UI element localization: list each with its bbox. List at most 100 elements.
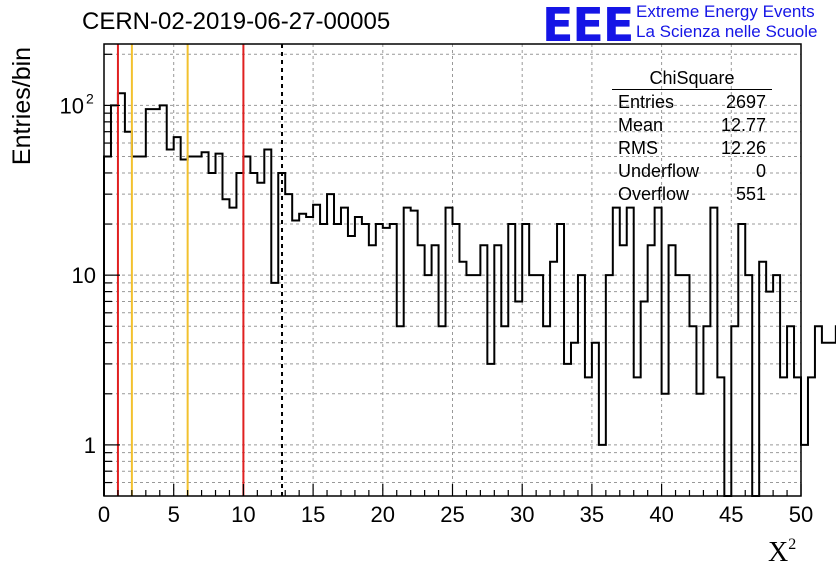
histogram-bin [299, 214, 306, 496]
histogram-bin [683, 275, 690, 496]
histogram-bin [139, 157, 146, 496]
y-tick-label: 10 [72, 263, 96, 288]
logo-caption-line1: Extreme Energy Events [636, 2, 815, 21]
x-tick-label: 0 [98, 502, 110, 527]
stats-title: ChiSquare [612, 67, 772, 90]
histogram-bin [125, 132, 132, 496]
stats-label: RMS [618, 138, 658, 158]
histogram-bin [188, 157, 195, 496]
stats-value: 0 [755, 161, 766, 181]
histogram-bin [111, 105, 118, 496]
marker-lines [116, 44, 284, 496]
x-tick-label: 20 [371, 502, 395, 527]
x-tick-labels: 0 5 10 15 20 25 30 35 40 45 50 [98, 502, 813, 527]
x-tick-label: 50 [789, 502, 813, 527]
histogram-bin [773, 275, 780, 496]
histogram-bin [327, 194, 334, 496]
x-axis-label: X2 [768, 536, 796, 569]
logo-caption-line2: La Scienza nelle Scuole [636, 22, 818, 41]
stats-row-mean: Mean 12.77 [612, 114, 772, 137]
histogram-bin [174, 137, 181, 496]
histogram-bin [257, 183, 264, 496]
x-axis-label-superscript: 2 [788, 536, 797, 553]
histogram-bin [418, 245, 425, 496]
histogram-bin [355, 217, 362, 496]
x-tick-label: 15 [301, 502, 325, 527]
histogram-bin [815, 326, 822, 496]
histogram-bin [453, 224, 460, 496]
y-tick-label: 10 [60, 93, 84, 118]
histogram-bin [466, 275, 473, 496]
y-axis-label: Entries/bin [8, 46, 36, 166]
stats-row-entries: Entries 2697 [612, 91, 772, 114]
histogram-bin [229, 208, 236, 496]
histogram-bin [522, 224, 529, 496]
histogram-bin [780, 377, 787, 496]
chart-title: CERN-02-2019-06-27-00005 [82, 8, 391, 35]
axis-ticks [103, 53, 802, 496]
histogram-bin [662, 394, 669, 496]
histogram-bin [822, 343, 829, 496]
x-tick-label: 10 [231, 502, 255, 527]
stats-label: Mean [618, 115, 664, 135]
histogram-bin [390, 224, 397, 496]
x-tick-label: 30 [510, 502, 534, 527]
histogram-bin [362, 224, 369, 496]
histogram-bin [564, 364, 571, 496]
histogram-bin [703, 326, 710, 496]
stats-label: Overflow [618, 184, 690, 204]
histogram-bin [627, 208, 634, 496]
histogram-bin [487, 364, 494, 496]
histogram-bin [473, 275, 480, 496]
histogram-bin [446, 208, 453, 496]
histogram-bin [529, 275, 536, 496]
stats-value: 551 [735, 184, 766, 204]
histogram-bin [404, 208, 411, 496]
histogram-bin [766, 292, 773, 496]
histogram-bin [696, 394, 703, 496]
histogram-bin [320, 224, 327, 496]
histogram-bin [759, 262, 766, 496]
histogram-bin [745, 275, 752, 496]
histogram-bin [731, 326, 738, 496]
histogram-bin [209, 173, 216, 496]
logo-caption: Extreme Energy Events La Scienza nelle S… [636, 2, 817, 42]
histogram-bin [306, 217, 313, 496]
histogram-bin [578, 275, 585, 496]
x-tick-label: 40 [649, 502, 673, 527]
histogram-bin [689, 326, 696, 496]
histogram-bin [536, 275, 543, 496]
histogram-bin [216, 154, 223, 496]
histogram-bin [383, 228, 390, 496]
histogram-bin [480, 245, 487, 496]
histogram-bin [376, 224, 383, 496]
histogram-bin [676, 275, 683, 496]
histogram-bin [334, 224, 341, 496]
histogram-bin [641, 301, 648, 496]
histogram-bin [501, 326, 508, 496]
histogram-bin [550, 262, 557, 496]
x-axis-label-base: X [768, 537, 789, 568]
stats-label: Underflow [618, 161, 700, 181]
histogram-bin [613, 208, 620, 496]
histogram-bin [787, 326, 794, 496]
histogram-bin [425, 275, 432, 496]
y-tick-label-exponent: 2 [86, 90, 94, 106]
stats-row-underflow: Underflow 0 [612, 160, 772, 183]
histogram-bin [801, 445, 808, 496]
histogram-bin [620, 245, 627, 496]
histogram-bin [634, 377, 641, 496]
histogram-bin [648, 245, 655, 496]
histogram-bin [222, 199, 229, 496]
histogram-bin [160, 105, 167, 496]
histogram-bin [494, 245, 501, 496]
histogram-bin [829, 343, 836, 496]
histogram-bin [439, 326, 446, 496]
histogram-bin [432, 245, 439, 496]
histogram-bin [515, 301, 522, 496]
histogram-bin [271, 283, 278, 496]
histogram-bin [585, 377, 592, 496]
eee-logo: EEE [542, 0, 634, 52]
histogram-bin [557, 224, 564, 496]
